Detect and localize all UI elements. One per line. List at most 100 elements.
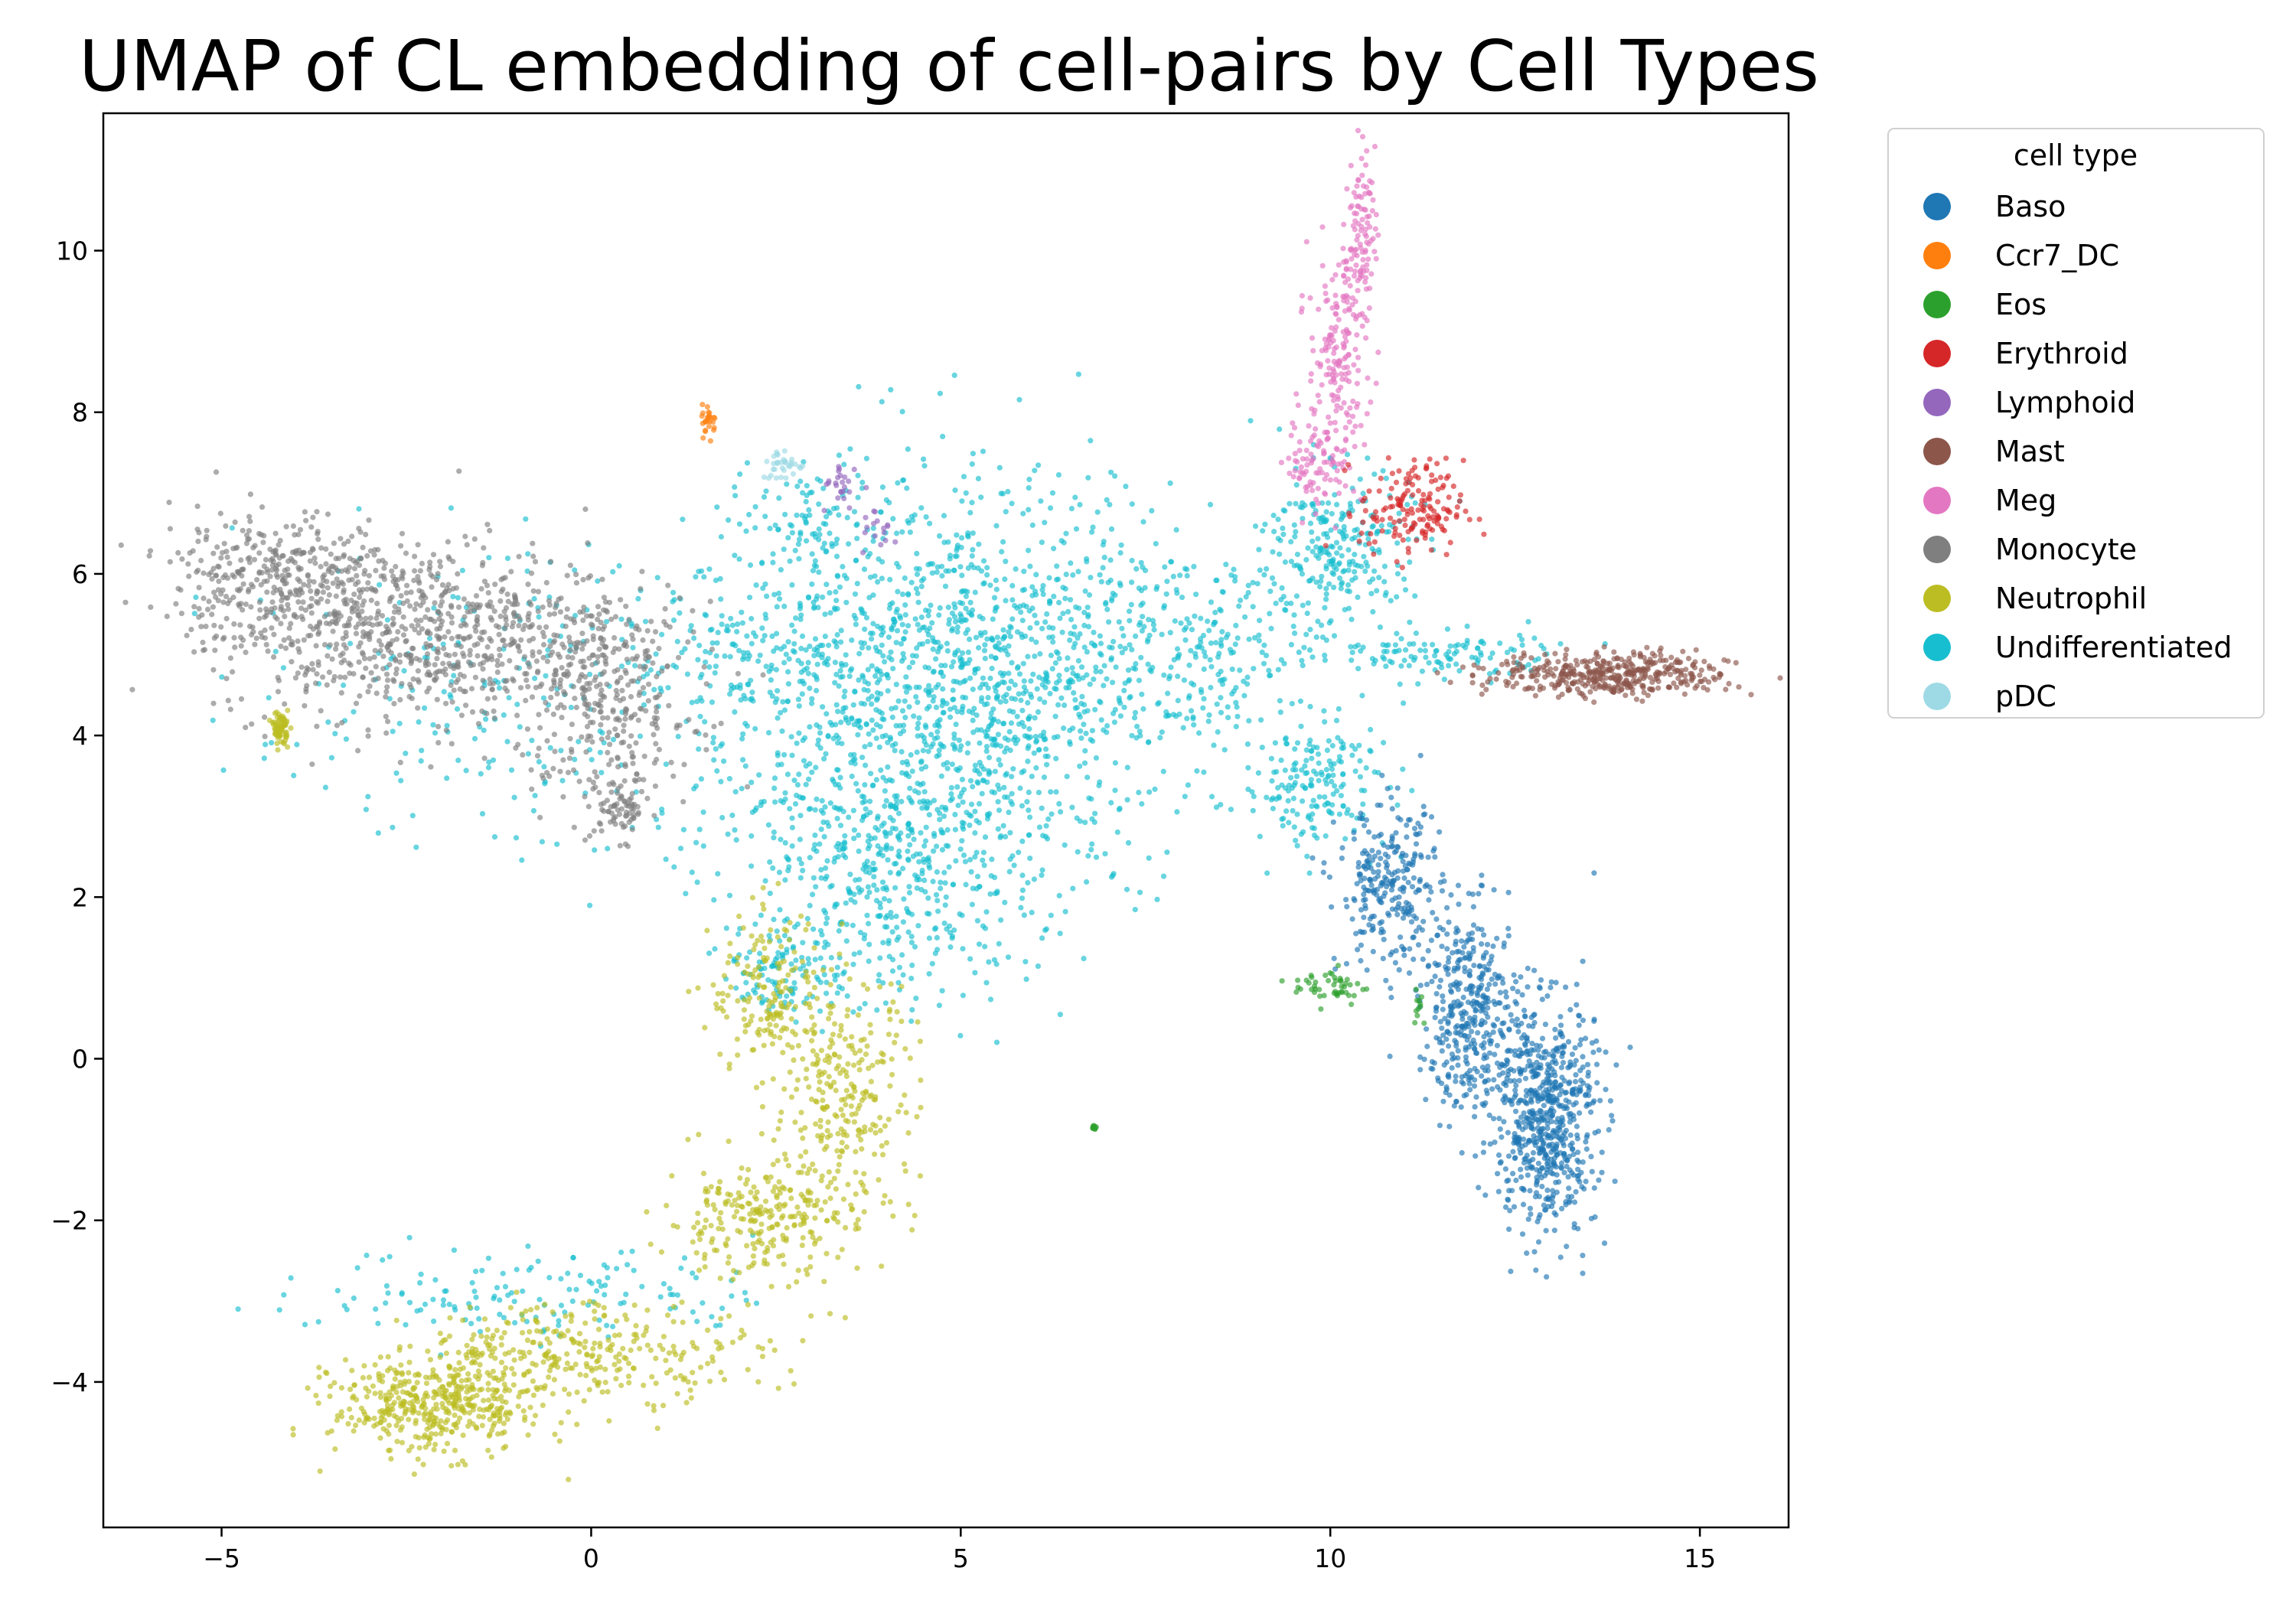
data-point [789, 843, 795, 849]
data-point [653, 741, 659, 747]
data-point [1314, 804, 1320, 810]
data-point [887, 869, 893, 875]
data-point [905, 446, 911, 452]
data-point [769, 633, 775, 640]
data-point [1166, 676, 1172, 682]
data-point [1322, 802, 1328, 808]
data-point [1189, 680, 1195, 686]
data-point [899, 409, 905, 415]
data-point [1250, 604, 1256, 610]
data-point [1026, 832, 1032, 838]
data-point [850, 961, 856, 967]
data-point [715, 871, 721, 877]
data-point [803, 781, 809, 787]
data-point [472, 674, 479, 680]
data-point [855, 787, 861, 794]
data-point [227, 706, 233, 712]
data-point [373, 615, 380, 621]
data-point [446, 1301, 452, 1308]
data-point [771, 835, 777, 841]
data-point [883, 846, 889, 852]
data-point [813, 764, 819, 771]
data-point [886, 898, 892, 904]
data-point [413, 844, 419, 850]
data-point [665, 582, 671, 588]
data-point [592, 769, 598, 775]
data-point [389, 568, 395, 574]
data-point [745, 682, 752, 688]
data-point [514, 712, 520, 719]
data-point [191, 649, 197, 655]
data-point [959, 706, 965, 712]
data-point [1162, 564, 1168, 570]
data-point [203, 536, 209, 543]
data-point [837, 584, 843, 590]
data-point [550, 765, 556, 772]
data-point [1088, 736, 1094, 743]
data-point [285, 606, 292, 612]
data-point [809, 769, 815, 775]
data-point [989, 665, 995, 672]
data-point [444, 775, 450, 781]
data-point [416, 679, 422, 685]
data-point [1070, 725, 1076, 732]
data-point [937, 605, 943, 611]
data-point [1401, 700, 1407, 706]
data-point [513, 835, 520, 841]
data-point [1361, 553, 1367, 559]
data-point [553, 605, 559, 611]
data-point [1338, 793, 1344, 799]
data-point [188, 627, 194, 633]
data-point [993, 523, 1000, 529]
data-point [789, 582, 795, 588]
data-point [235, 1306, 241, 1312]
data-point [590, 633, 596, 639]
data-point [934, 947, 941, 953]
data-point [812, 558, 818, 564]
data-point [896, 848, 902, 855]
data-point [1046, 634, 1052, 641]
data-point [863, 863, 869, 869]
data-point [862, 744, 868, 750]
data-point [1182, 566, 1189, 572]
data-point [899, 621, 905, 627]
data-point [621, 739, 627, 745]
data-point [983, 909, 990, 915]
data-point [870, 727, 876, 733]
data-point [200, 639, 206, 646]
data-point [1134, 723, 1140, 729]
data-point [993, 605, 999, 611]
data-point [1019, 887, 1026, 893]
data-point [684, 671, 691, 677]
data-point [543, 579, 550, 586]
data-point [718, 596, 724, 602]
data-point [240, 581, 246, 587]
data-point [351, 709, 357, 715]
data-point [1089, 529, 1095, 535]
data-point [1305, 600, 1311, 606]
data-point [247, 491, 253, 497]
data-point [979, 790, 985, 797]
data-point [654, 709, 660, 715]
data-point [770, 865, 776, 871]
data-point [953, 858, 959, 864]
data-point [461, 596, 468, 602]
data-point [899, 592, 906, 598]
data-point [195, 538, 201, 545]
data-point [757, 950, 763, 957]
data-point [923, 514, 929, 520]
data-point [816, 536, 822, 543]
data-point [919, 805, 925, 811]
data-point [739, 735, 745, 742]
data-point [926, 858, 932, 864]
data-point [972, 970, 978, 976]
data-point [1369, 656, 1375, 662]
data-point [1474, 645, 1481, 651]
data-point [916, 715, 922, 721]
data-point [1065, 608, 1071, 615]
data-point [1330, 791, 1336, 797]
data-point [980, 448, 987, 455]
data-point [622, 639, 629, 645]
data-point [800, 490, 806, 496]
data-point [1006, 686, 1012, 692]
